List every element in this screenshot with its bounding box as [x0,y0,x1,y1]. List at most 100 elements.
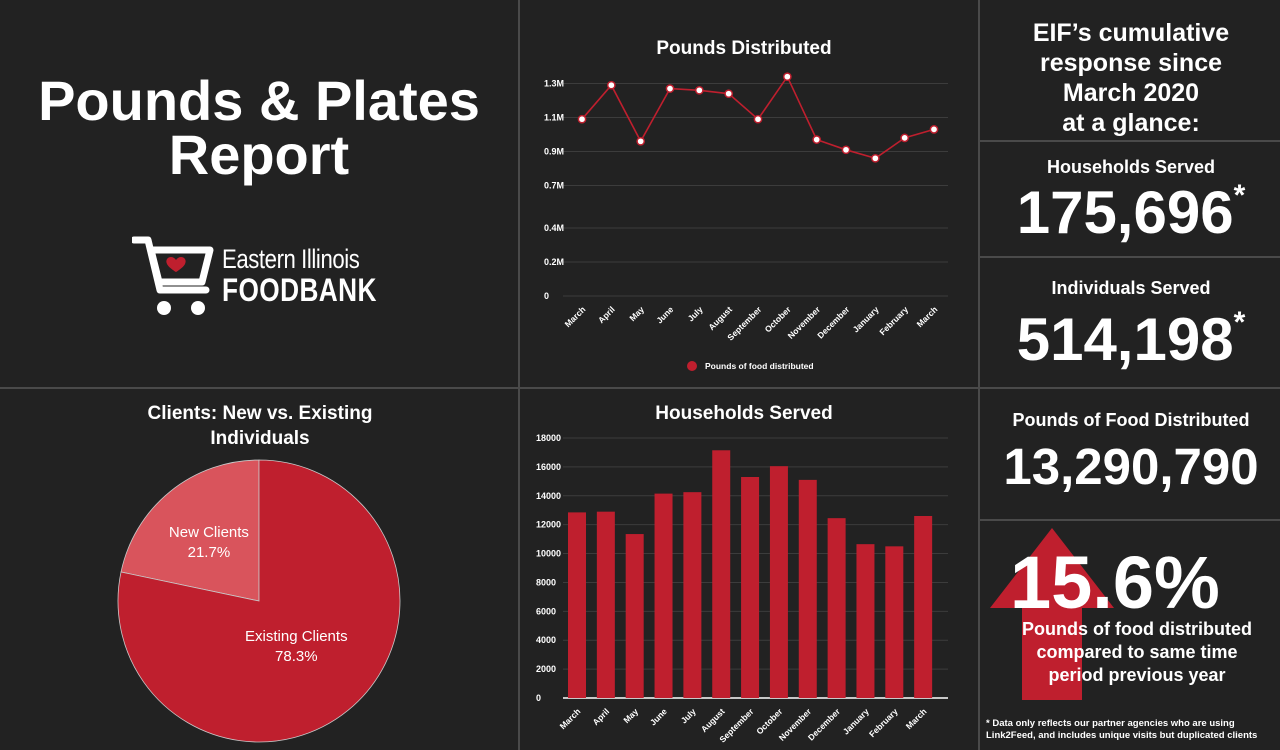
line-x-tick-label: February [877,304,910,337]
line-data-point [694,85,704,95]
bar-household-value [712,450,731,698]
divider-horizontal-main [0,387,980,389]
pounds-value: 13,290,790 [1003,438,1259,495]
page-title-line2: Report [168,123,350,186]
title-panel: Pounds & Plates Report Eastern Illinois … [0,0,518,388]
logo-text-line1: Eastern Illinois [222,244,360,274]
line-data-point [870,153,880,163]
line-x-tick-label: August [706,304,734,332]
footnote: * Data only reflects our partner agencie… [986,718,1278,742]
line-x-tick-label: April [596,304,617,325]
line-x-tick-label: June [654,304,675,325]
glance-line3: March 2020 [1062,79,1200,107]
bar-x-tick-label: May [621,706,640,725]
divider-stat-4 [980,519,1280,521]
bar-y-tick-label: 10000 [536,549,561,559]
line-data-point [636,136,646,146]
bar-y-tick-label: 0 [536,693,541,703]
bar-x-tick-label: December [806,706,843,743]
bar-y-tick-label: 14000 [536,491,561,501]
pct-value: 15.6% [1010,541,1220,624]
glance-line1: EIF’s cumulative [1032,19,1230,47]
logo-text-line2: FOODBANK [222,272,377,308]
divider-stat-1 [980,140,1280,142]
footnote-line2: Link2Feed, and includes unique visits bu… [986,730,1258,741]
glance-heading: EIF’s cumulative response since March 20… [982,18,1280,138]
shopping-cart-heart-icon [132,236,214,315]
individuals-value: 514,198* [982,305,1280,374]
line-x-tick-label: December [815,304,852,341]
pct-caption: Pounds of food distributed compared to s… [1010,618,1264,687]
line-data-point [900,133,910,143]
line-data-point [782,72,792,82]
bar-x-tick-label: April [590,706,611,727]
bar-x-tick-label: June [648,706,669,727]
bar-household-value [769,466,788,698]
bar-y-tick-label: 16000 [536,462,561,472]
line-data-point [812,135,822,144]
households-value: 175,696* [982,178,1280,247]
pct-caption-line3: period previous year [1048,665,1226,685]
pie-chart-title-line1: Clients: New vs. Existing [147,403,373,424]
line-data-point [841,145,851,155]
page-title: Pounds & Plates Report [0,69,518,186]
bar-household-value [885,546,904,698]
divider-vertical-left [518,0,520,750]
line-data-point [577,114,587,124]
glance-line2: response since [1039,49,1223,77]
bar-household-value [914,516,933,698]
divider-stat-3 [980,387,1280,389]
bar-y-tick-label: 12000 [536,520,561,530]
bar-household-value [596,511,615,698]
line-legend-marker [687,361,697,371]
line-data-point [753,114,763,124]
bar-household-value [798,479,817,698]
individuals-number: 514,198 [1016,306,1234,373]
pie-slice [120,459,260,602]
bar-y-tick-label: 2000 [536,664,556,674]
bar-x-tick-label: August [699,706,727,734]
line-data-point [929,125,939,134]
pie-chart-title-line2: Individuals [210,428,310,449]
pounds-label: Pounds of Food Distributed [1012,410,1250,430]
pie-slice-label: New Clients [169,524,249,541]
line-legend-label: Pounds of food distributed [705,361,814,371]
page-title-line1: Pounds & Plates [38,69,480,132]
footnote-line1: * Data only reflects our partner agencie… [986,718,1235,729]
pie-slice [117,459,401,743]
individuals-label: Individuals Served [1051,278,1211,298]
pct-caption-line1: Pounds of food distributed [1022,619,1252,639]
line-chart-title: Pounds Distributed [656,38,832,59]
divider-stat-2 [980,256,1280,258]
bar-y-tick-label: 6000 [536,606,556,616]
pie-slice-label: Existing Clients [245,628,348,645]
households-asterisk: * [1233,179,1246,212]
bar-chart-title: Households Served [655,403,833,424]
households-label: Households Served [1046,157,1216,177]
line-x-tick-label: March [915,304,940,329]
households-served-bar-chart: 0 2000 4000 6000 8000 10000 12000 14000 16000 180… [536,433,948,744]
bar-x-tick-label: March [904,706,929,731]
bar-household-value [654,493,673,698]
bar-household-value [827,518,846,698]
line-y-tick-label: 1.3M [544,79,564,89]
line-data-point [665,84,675,93]
bar-household-value [683,492,702,698]
pounds-distributed-line-chart: 0 0.2M 0.4M 0.7M 0.9M 1.1M 1.3M March April May Ju… [544,72,948,371]
line-y-tick-label: 0.4M [544,223,564,233]
bar-household-value [856,544,875,698]
bar-y-tick-label: 18000 [536,433,561,443]
line-y-tick-label: 1.1M [544,113,564,123]
line-data-point [724,89,734,99]
pie-chart-title: Clients: New vs. Existing Individuals [0,401,520,451]
bar-y-tick-label: 4000 [536,635,556,645]
households-number: 175,696 [1016,179,1234,246]
line-x-tick-label: March [563,304,588,329]
bar-x-tick-label: February [867,706,900,739]
foodbank-logo: Eastern Illinois FOODBANK [132,232,376,322]
line-data-point [606,80,616,90]
bar-x-tick-label: March [558,706,583,731]
line-y-tick-label: 0 [544,291,549,301]
bar-household-value [625,534,644,698]
divider-vertical-right [978,0,980,750]
